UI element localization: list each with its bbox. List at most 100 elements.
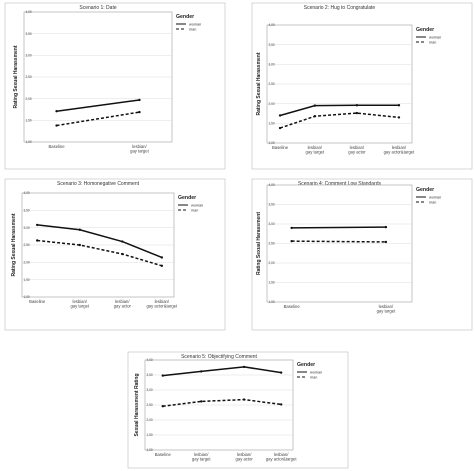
legend-label-man: man (429, 200, 436, 204)
legend-label-man: man (310, 375, 317, 379)
series-line-woman (162, 366, 282, 377)
y-tick-label: 3,50 (269, 43, 275, 47)
x-tick-label: Baseline (272, 145, 289, 150)
y-tick-label: 1,50 (269, 281, 275, 285)
data-point-man (355, 111, 359, 115)
y-axis-label: Rating Sexual Harassment (256, 212, 262, 275)
series-line-man (279, 112, 400, 129)
data-point-man (200, 400, 203, 403)
legend-label-woman: woman (189, 22, 201, 26)
data-point-man (138, 110, 141, 114)
series-line-woman (37, 224, 163, 259)
x-tick-label: gay actor (114, 304, 132, 309)
y-tick-label: 2,00 (269, 102, 275, 106)
y-tick-label: 1,00 (24, 295, 30, 299)
y-tick-label: 3,50 (26, 32, 32, 36)
y-tick-label: 2,00 (147, 418, 153, 422)
data-point-woman (160, 256, 164, 259)
x-tick-label: lesbian/ (237, 452, 252, 457)
y-tick-label: 2,00 (26, 97, 32, 101)
y-axis-label: Rating Sexual Harassment (11, 213, 17, 276)
x-tick-label: gay target (306, 150, 325, 155)
x-tick-label: lesbian/ (308, 145, 323, 150)
y-tick-label: 1,50 (269, 122, 275, 126)
x-tick-label: Baseline (284, 304, 301, 309)
data-point-woman (138, 98, 141, 102)
data-point-man (121, 252, 124, 256)
x-tick-label: Baseline (155, 452, 172, 457)
y-tick-label: 4,00 (24, 191, 30, 195)
data-point-woman (161, 374, 164, 377)
data-point-man (290, 239, 293, 243)
x-tick-label: lesbian/ (274, 452, 289, 457)
y-tick-label: 2,00 (24, 261, 30, 265)
y-tick-label: 3,50 (147, 373, 153, 377)
y-tick-label: 4,00 (26, 10, 32, 14)
x-tick-label: gay actor&target (266, 457, 298, 462)
legend-title: Gender (416, 187, 434, 193)
x-tick-label: Baseline (49, 144, 66, 149)
x-tick-label: gay actor (348, 150, 366, 155)
y-tick-label: 2,50 (269, 82, 275, 86)
legend-label-man: man (191, 208, 198, 212)
y-axis-label: Sexual Harassment Rating (134, 373, 140, 436)
data-point-woman (242, 365, 246, 369)
x-tick-label: gay target (70, 304, 89, 309)
y-axis-label: Rating Sexual Harassment (13, 45, 19, 108)
data-point-man (78, 243, 81, 247)
data-point-man (397, 116, 401, 119)
x-tick-label: lesbian/ (132, 144, 147, 149)
y-tick-label: 1,00 (269, 141, 275, 145)
x-tick-label: lesbian/ (155, 299, 170, 304)
legend-label-woman: woman (429, 195, 441, 199)
x-tick-label: lesbian/ (194, 452, 209, 457)
chart-panel-3: Scenario 3: Homonegative Comment 1,00 1,50… (4, 178, 226, 331)
y-tick-label: 3,50 (269, 203, 275, 207)
data-point-woman (78, 228, 81, 231)
data-point-man (160, 264, 164, 267)
series-line-woman (279, 104, 399, 117)
data-point-man (313, 115, 317, 118)
legend-label-woman: woman (310, 370, 322, 374)
x-tick-label: gay actor&target (384, 150, 416, 155)
series-line-woman (56, 99, 140, 112)
chart-title: Scenario 3: Homonegative Comment (57, 181, 140, 187)
data-point-woman (313, 104, 317, 107)
y-tick-label: 3,00 (269, 222, 275, 226)
data-point-man (278, 126, 282, 130)
data-point-man (384, 240, 388, 244)
data-point-woman (384, 225, 388, 229)
y-tick-label: 1,00 (147, 448, 153, 452)
x-tick-label: lesbian/ (350, 145, 365, 150)
data-point-man (55, 124, 58, 127)
y-tick-label: 1,00 (269, 300, 275, 304)
series-line-man (162, 398, 282, 407)
chart-title: Scenario 2: Hug to Congratulate (304, 5, 376, 11)
y-tick-label: 1,50 (24, 278, 30, 282)
data-point-woman (121, 240, 124, 243)
legend-title: Gender (178, 195, 196, 201)
y-tick-label: 2,00 (269, 261, 275, 265)
legend-label-woman: woman (191, 203, 203, 207)
y-tick-label: 2,50 (24, 243, 30, 247)
x-tick-label: gay target (192, 457, 211, 462)
series-line-man (37, 239, 163, 267)
chart-panel-5: Scenario 5: Objectifying Comment 1,00 1,50… (127, 351, 349, 469)
data-point-woman (55, 110, 58, 113)
x-tick-label: gay target (377, 309, 396, 314)
series-line-woman (291, 226, 386, 229)
chart-title: Scenario 4: Comment Low Standards (298, 181, 382, 187)
y-tick-label: 3,00 (26, 54, 32, 58)
legend-title: Gender (416, 27, 434, 33)
y-tick-label: 1,50 (26, 119, 32, 123)
x-tick-label: gay actor (236, 457, 254, 462)
legend-title: Gender (297, 362, 315, 368)
x-tick-label: Baseline (29, 299, 46, 304)
y-axis-label: Rating Sexual Harassment (256, 52, 262, 115)
y-tick-label: 4,00 (269, 183, 275, 187)
data-point-woman (200, 370, 203, 373)
x-tick-label: lesbian/ (73, 299, 88, 304)
chart-title: Scenario 1: Date (79, 5, 116, 11)
legend-label-man: man (429, 40, 436, 44)
